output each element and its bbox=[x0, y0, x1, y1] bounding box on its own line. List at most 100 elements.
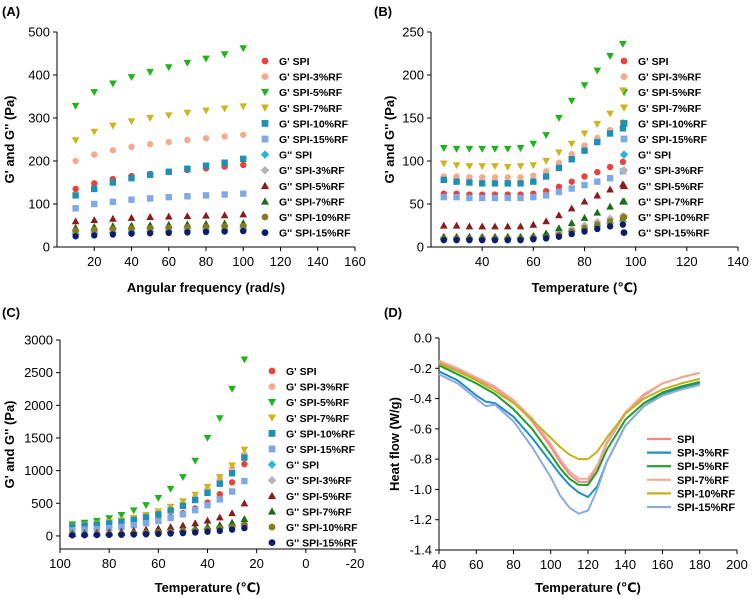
data-point bbox=[204, 528, 211, 535]
data-point bbox=[165, 224, 172, 231]
data-point bbox=[127, 213, 136, 221]
y-tick-label: 100 bbox=[28, 197, 50, 212]
legend-marker bbox=[619, 150, 629, 159]
data-point bbox=[542, 229, 550, 237]
data-point bbox=[453, 178, 460, 185]
data-point bbox=[240, 227, 247, 235]
y-tick-label: 50 bbox=[410, 197, 424, 212]
data-point bbox=[130, 516, 137, 524]
data-point bbox=[154, 494, 163, 502]
data-point bbox=[69, 532, 76, 539]
data-point bbox=[530, 172, 537, 179]
x-tick-label: 80 bbox=[199, 254, 213, 269]
data-point bbox=[128, 196, 135, 203]
series-9 bbox=[439, 180, 627, 230]
y-axis-title: G' and G'' (Pa) bbox=[2, 400, 17, 488]
x-tick-label: -20 bbox=[346, 556, 365, 571]
legend-marker bbox=[261, 213, 269, 221]
data-point bbox=[146, 171, 154, 178]
data-point bbox=[593, 120, 602, 128]
data-point bbox=[167, 514, 174, 522]
legend-label: G' SPI-7%RF bbox=[638, 103, 702, 115]
data-point bbox=[228, 462, 236, 470]
data-point bbox=[466, 179, 473, 186]
data-point bbox=[440, 236, 447, 244]
data-point bbox=[517, 194, 524, 202]
data-point bbox=[109, 214, 117, 222]
legend-label: G' SPI-3%RF bbox=[638, 72, 702, 84]
chart-d: 0.0 -0.2 -0.4 -0.6 -0.8 -1.0 -1.2 -1.440 60 80 100… bbox=[387, 331, 748, 596]
legend-label: G' SPI-5%RF bbox=[279, 87, 343, 99]
data-point bbox=[619, 87, 627, 95]
data-point bbox=[179, 529, 187, 537]
data-point bbox=[165, 138, 172, 146]
data-point bbox=[466, 236, 473, 244]
legend-marker bbox=[620, 135, 628, 143]
legend-label: G' SPI bbox=[286, 366, 317, 378]
data-point bbox=[91, 226, 98, 233]
legend-label: G'' SPI-3%RF bbox=[638, 165, 704, 177]
legend-label: SPI-15%RF bbox=[677, 502, 735, 514]
data-point bbox=[146, 213, 154, 220]
data-point bbox=[109, 147, 117, 154]
x-tick-label: 120 bbox=[676, 254, 698, 269]
y-tick-label: -0.6 bbox=[410, 421, 432, 436]
legend-marker bbox=[619, 104, 629, 112]
y-tick-label: 250 bbox=[402, 25, 424, 40]
data-point bbox=[72, 157, 79, 165]
x-axis-title: Angular frequency (rad/s) bbox=[127, 280, 285, 295]
data-point bbox=[503, 145, 512, 153]
x-tick-label: 20 bbox=[249, 556, 263, 571]
y-tick-label: 500 bbox=[31, 496, 53, 511]
series-10 bbox=[439, 197, 627, 240]
legend-marker bbox=[260, 88, 270, 97]
data-point bbox=[192, 496, 199, 504]
legend-label: G' SPI-7%RF bbox=[286, 413, 350, 425]
data-point bbox=[516, 145, 525, 152]
data-point bbox=[606, 110, 614, 118]
panel-label-b: (B) bbox=[374, 4, 392, 19]
data-point bbox=[240, 356, 249, 364]
legend-label: G' SPI-15%RF bbox=[286, 444, 356, 456]
legend-marker bbox=[261, 120, 269, 127]
data-point bbox=[166, 485, 175, 493]
data-point bbox=[517, 174, 524, 181]
x-axis-title: Temperature (℃) bbox=[535, 580, 641, 595]
data-point bbox=[478, 145, 487, 153]
data-point bbox=[240, 161, 247, 169]
data-point bbox=[529, 140, 538, 148]
data-point bbox=[130, 521, 137, 529]
panel-label-a: (A) bbox=[2, 4, 20, 19]
data-point bbox=[439, 145, 448, 152]
data-point bbox=[503, 222, 512, 230]
panel-label-d: (D) bbox=[384, 305, 402, 320]
data-point bbox=[203, 434, 212, 442]
data-point bbox=[517, 180, 524, 187]
legend-label: G'' SPI-15%RF bbox=[638, 228, 710, 240]
data-point bbox=[239, 103, 248, 111]
data-point bbox=[91, 200, 98, 208]
series-line bbox=[438, 364, 701, 486]
data-point bbox=[109, 225, 117, 233]
data-point bbox=[491, 163, 499, 170]
data-point bbox=[105, 524, 113, 532]
data-point bbox=[191, 519, 200, 527]
legend-marker bbox=[620, 57, 628, 65]
data-point bbox=[619, 221, 627, 228]
data-point bbox=[581, 142, 588, 149]
y-tick-label: -1.0 bbox=[410, 482, 432, 497]
data-point bbox=[203, 483, 212, 491]
data-point bbox=[567, 204, 576, 212]
y-tick-label: 0 bbox=[46, 528, 53, 543]
legend-label: G' SPI bbox=[279, 56, 310, 68]
data-point bbox=[164, 64, 173, 72]
series-6 bbox=[72, 190, 247, 212]
data-point bbox=[452, 221, 461, 229]
data-point bbox=[93, 531, 101, 539]
chart-c: 0 500 1000 1500 2000 2500 3000 100 80 60 40 20 0 -20 T… bbox=[2, 333, 364, 596]
data-point bbox=[166, 503, 175, 511]
data-point bbox=[71, 217, 80, 225]
data-point bbox=[542, 132, 550, 140]
x-tick-label: 120 bbox=[270, 254, 292, 269]
data-point bbox=[504, 236, 511, 244]
